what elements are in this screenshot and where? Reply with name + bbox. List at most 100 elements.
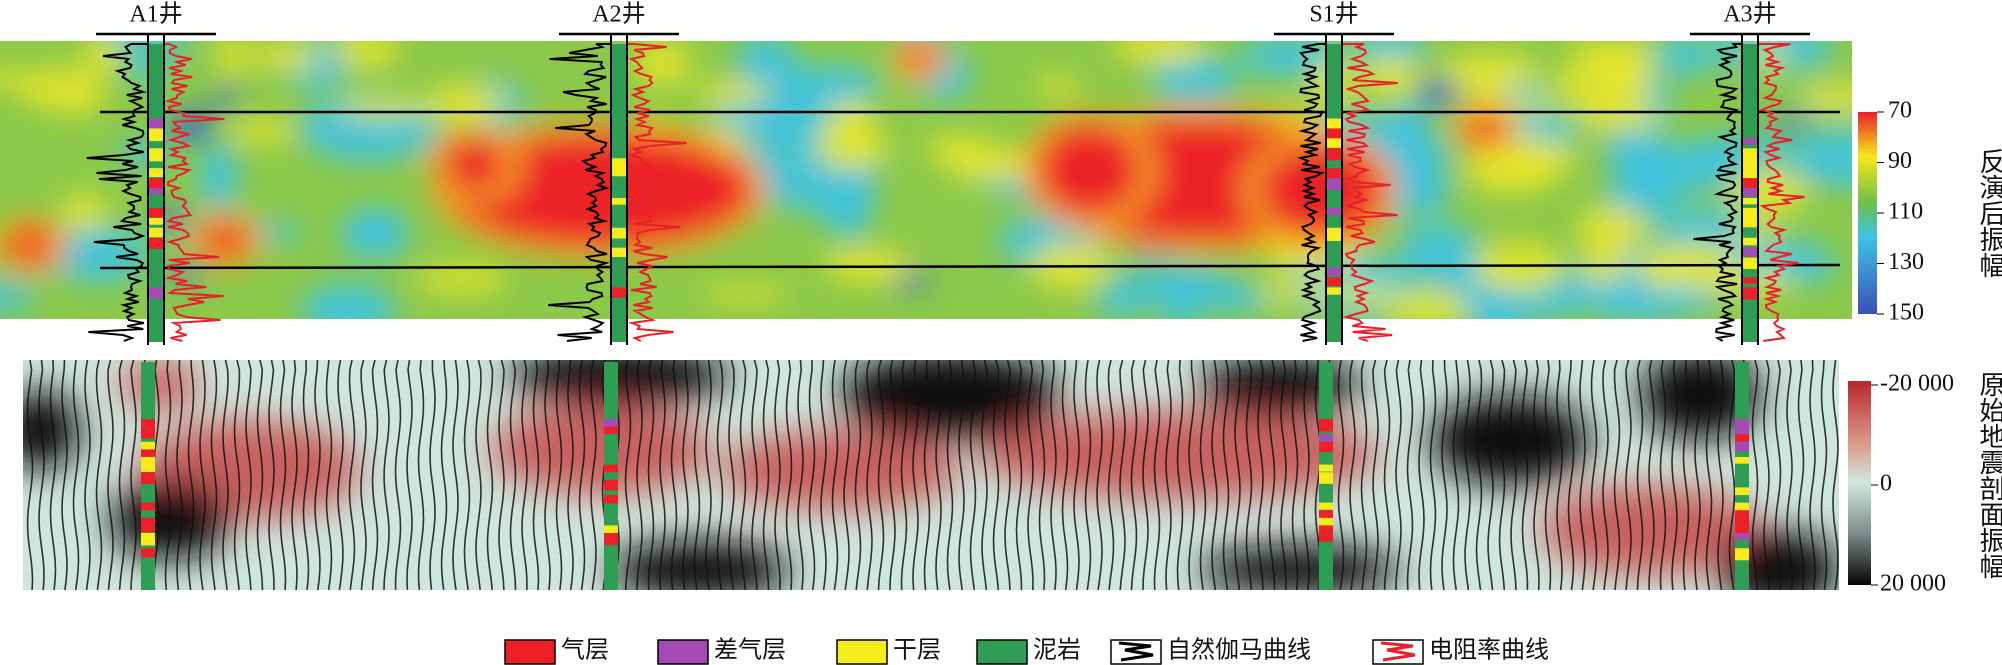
seismic-trace	[383, 360, 390, 590]
seismic-trace	[463, 360, 471, 590]
seismic-trace	[199, 360, 206, 590]
seismic-trace	[578, 360, 586, 590]
lithology-layer	[1735, 510, 1749, 521]
seismic-trace	[498, 360, 505, 590]
lithology-layer	[149, 118, 163, 131]
lithology-column	[604, 362, 618, 590]
blob	[1261, 278, 1306, 303]
colorbar-tick-label: 70	[1888, 98, 1912, 124]
blob	[774, 64, 881, 111]
colorbar-tick-label: 130	[1888, 249, 1924, 275]
legend-swatch	[657, 639, 709, 665]
blob	[1034, 75, 1081, 97]
blob	[217, 41, 248, 79]
lithology-layer	[612, 158, 626, 171]
blob	[1471, 116, 1499, 140]
lithology-layer	[1735, 517, 1749, 530]
blob	[333, 41, 401, 68]
seismic-trace	[1521, 360, 1529, 590]
lithology-layer	[1327, 118, 1341, 132]
seismic-trace	[1096, 360, 1103, 590]
lithology-layer	[141, 548, 155, 558]
lithology-layer	[1735, 525, 1749, 537]
seismic-trace	[49, 360, 57, 590]
lithology-layer	[141, 517, 155, 530]
seismic-trace	[130, 360, 137, 590]
blob	[23, 390, 80, 470]
seismic-trace	[567, 360, 574, 590]
seismic-trace	[1107, 360, 1115, 590]
seismic-trace	[325, 360, 333, 590]
seismic-trace	[854, 360, 862, 590]
seismic-trace	[1832, 360, 1839, 590]
seismic-trace	[1751, 360, 1759, 590]
seismic-trace	[1257, 360, 1264, 590]
seismic-trace	[958, 360, 965, 590]
seismic-trace	[1015, 360, 1023, 590]
lithology-layer	[1319, 533, 1333, 542]
resistivity-curve	[164, 43, 225, 342]
seismic-trace	[1648, 360, 1655, 590]
seismic-trace	[1027, 360, 1034, 590]
seismic-trace	[831, 360, 839, 590]
seismic-trace	[716, 360, 724, 590]
lithology-layer	[1743, 158, 1757, 171]
blob	[1260, 145, 1380, 235]
seismic-trace	[1797, 360, 1805, 590]
seismic-trace	[1475, 360, 1483, 590]
seismic-trace	[1291, 360, 1299, 590]
blob	[1551, 66, 1649, 107]
colorbar	[1858, 112, 1877, 314]
seismic-trace	[981, 360, 988, 590]
seismic-trace	[394, 360, 402, 590]
seismic-trace	[268, 360, 275, 590]
blob	[83, 41, 121, 73]
seismic-trace	[1280, 360, 1287, 590]
seismic-trace	[176, 360, 183, 590]
seismic-trace	[590, 360, 597, 590]
blob	[1602, 131, 1666, 172]
lithology-layer	[149, 148, 163, 162]
seismic-trace	[187, 360, 195, 590]
seismic-trace	[1004, 360, 1011, 590]
blob	[720, 430, 960, 510]
lithology-layer	[604, 525, 618, 537]
seismic-trace	[992, 360, 1000, 590]
blob	[1040, 125, 1140, 215]
blob	[745, 118, 786, 139]
blob	[168, 111, 214, 142]
colorbar	[1848, 381, 1871, 585]
lithology-layer	[1743, 188, 1757, 197]
lithology-layer	[1743, 138, 1757, 145]
lithology-layer	[149, 188, 163, 195]
lithology-layer	[604, 479, 618, 491]
legend: 气层 差气层 干层 泥岩 自然伽马曲线 电阻率曲线	[504, 637, 1549, 665]
seismic-trace	[1659, 360, 1667, 590]
blob	[1362, 55, 1420, 98]
legend-curve	[1380, 641, 1416, 662]
lithology-layer	[1743, 277, 1757, 284]
blob	[510, 360, 730, 405]
blob	[342, 207, 407, 251]
seismic-trace	[705, 360, 712, 590]
lithology-layer	[604, 533, 618, 546]
lithology-layer	[141, 457, 155, 469]
seismic-trace	[544, 360, 551, 590]
lithology-layer	[149, 178, 163, 190]
seismic-trace	[406, 360, 413, 590]
blob	[610, 540, 790, 590]
seismic-trace	[72, 360, 80, 590]
lithology-layer	[1319, 525, 1333, 538]
seismic-trace	[1142, 360, 1149, 590]
seismic-trace	[1544, 360, 1552, 590]
lithology-layer	[141, 472, 155, 485]
seismic-trace	[1694, 360, 1701, 590]
amplitude-blobs	[0, 41, 1852, 319]
seismic-trace	[475, 360, 482, 590]
blob	[208, 89, 242, 106]
blob	[413, 265, 509, 294]
seismic-trace	[877, 360, 885, 590]
seismic-trace	[302, 360, 310, 590]
seismic-trace	[1636, 360, 1644, 590]
